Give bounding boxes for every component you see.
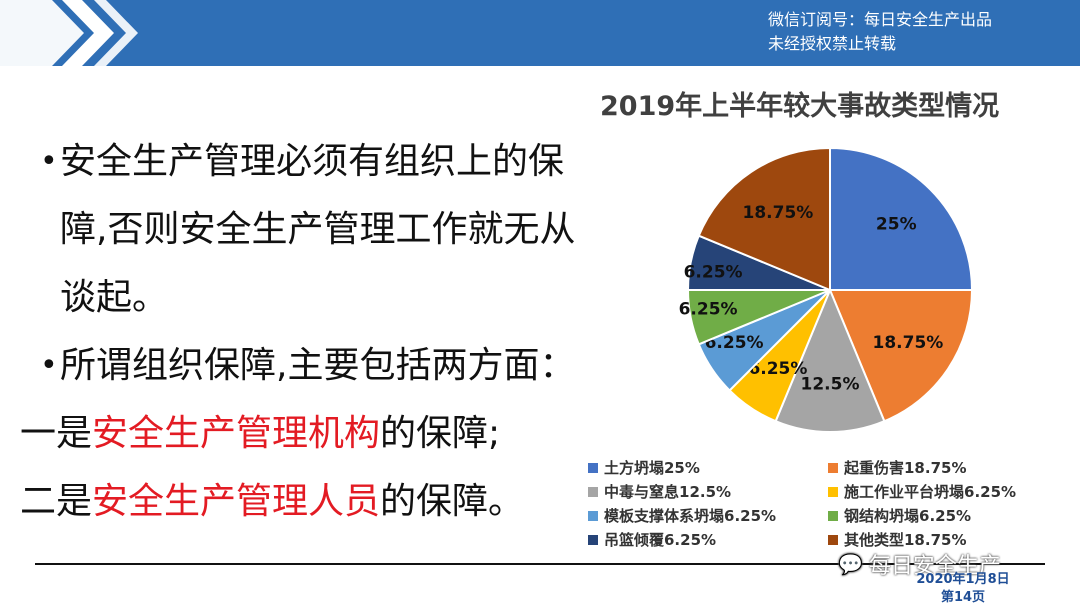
legend-swatch [828, 486, 838, 497]
pie-data-label: 6.25% [705, 333, 764, 353]
legend-item: 土方坍塌25% [588, 457, 828, 478]
slide-page-number: 第14页 [940, 590, 986, 605]
pie-slice [697, 146, 831, 292]
legend-label: 起重伤害18.75% [844, 459, 967, 477]
watermark: 💬 每日安全生产 [838, 548, 1001, 580]
pie-data-label: 6.25% [679, 299, 738, 319]
bullet-text-organization: 安全生产管理必须有组织上的保障,否则安全生产管理工作就无从谈起。 [60, 141, 576, 318]
aspect-prefix: 一是 [20, 413, 93, 454]
legend-label: 施工作业平台坍塌6.25% [844, 483, 1017, 501]
bullet-dot: • [40, 348, 58, 383]
aspect-suffix: 的保障; [380, 413, 501, 454]
legend-item: 起重伤害18.75% [828, 457, 1058, 478]
pie-data-label: 12.5% [801, 375, 860, 395]
pie-slice [774, 287, 886, 433]
legend-item: 吊篮倾覆6.25% [588, 529, 828, 550]
copyright-note: 微信订阅号：每日安全生产出品 未经授权禁止转载 [768, 8, 1068, 56]
slide-date: 2020年1月8日 [916, 572, 1010, 587]
legend-item: 中毒与窒息12.5% [588, 481, 828, 502]
bullet-list: • 安全生产管理必须有组织上的保障,否则安全生产管理工作就无从谈起。 • 所谓组… [20, 128, 600, 536]
aspect-prefix: 二是 [20, 481, 93, 522]
aspect-line-two: 二是安全生产管理人员的保障。 [20, 468, 600, 536]
watermark-text: 每日安全生产 [868, 554, 1001, 579]
pie-slice [829, 146, 974, 291]
bullet-item: • 安全生产管理必须有组织上的保障,否则安全生产管理工作就无从谈起。 [40, 128, 600, 332]
chart-legend: 土方坍塌25% 起重伤害18.75% 中毒与窒息12.5% 施工作业平台坍塌6.25%… [588, 457, 1058, 550]
bullet-dot: • [40, 144, 58, 179]
bullet-item: • 所谓组织保障,主要包括两方面： [40, 332, 600, 400]
subscription-note: 微信订阅号：每日安全生产出品 [768, 10, 993, 29]
bullet-text-two-aspects: 所谓组织保障,主要包括两方面： [60, 345, 576, 386]
wechat-icon: 💬 [838, 552, 863, 576]
aspect-highlight: 安全生产管理机构 [92, 413, 381, 454]
pie-data-label: 18.75% [873, 333, 944, 353]
reprint-note: 未经授权禁止转载 [768, 34, 897, 53]
pie-chart: 25%18.75%12.5%6.25%6.25%6.25%6.25%18.75% [679, 146, 974, 433]
legend-item: 其他类型18.75% [828, 529, 1058, 550]
aspect-highlight: 安全生产管理人员 [92, 481, 381, 522]
legend-label: 钢结构坍塌6.25% [844, 507, 972, 525]
legend-swatch [828, 534, 838, 545]
footer-divider [35, 563, 1045, 565]
top-banner: 微信订阅号：每日安全生产出品 未经授权禁止转载 [0, 0, 1080, 66]
pie-data-label: 18.75% [743, 203, 814, 223]
legend-label: 吊篮倾覆6.25% [604, 531, 717, 549]
pie-slice [828, 289, 974, 423]
pie-data-label: 6.25% [684, 263, 743, 283]
legend-swatch [588, 486, 598, 497]
pie-data-label: 25% [876, 215, 917, 235]
legend-swatch [828, 510, 838, 521]
legend-swatch [588, 462, 598, 473]
aspect-line-one: 一是安全生产管理机构的保障; [20, 400, 600, 468]
pie-data-label: 6.25% [748, 359, 807, 379]
legend-item: 模板支撑体系坍塌6.25% [588, 505, 828, 526]
legend-label: 模板支撑体系坍塌6.25% [604, 507, 777, 525]
legend-swatch [828, 462, 838, 473]
chevron-arrows-icon [0, 0, 138, 66]
legend-item: 钢结构坍塌6.25% [828, 505, 1058, 526]
legend-item: 施工作业平台坍塌6.25% [828, 481, 1058, 502]
legend-swatch [588, 534, 598, 545]
chart-title: 2019年上半年较大事故类型情况 [600, 91, 1000, 122]
legend-label: 其他类型18.75% [844, 531, 967, 549]
legend-label: 土方坍塌25% [604, 459, 700, 477]
legend-label: 中毒与窒息12.5% [604, 483, 732, 501]
aspect-suffix: 的保障。 [380, 481, 525, 522]
legend-swatch [588, 510, 598, 521]
